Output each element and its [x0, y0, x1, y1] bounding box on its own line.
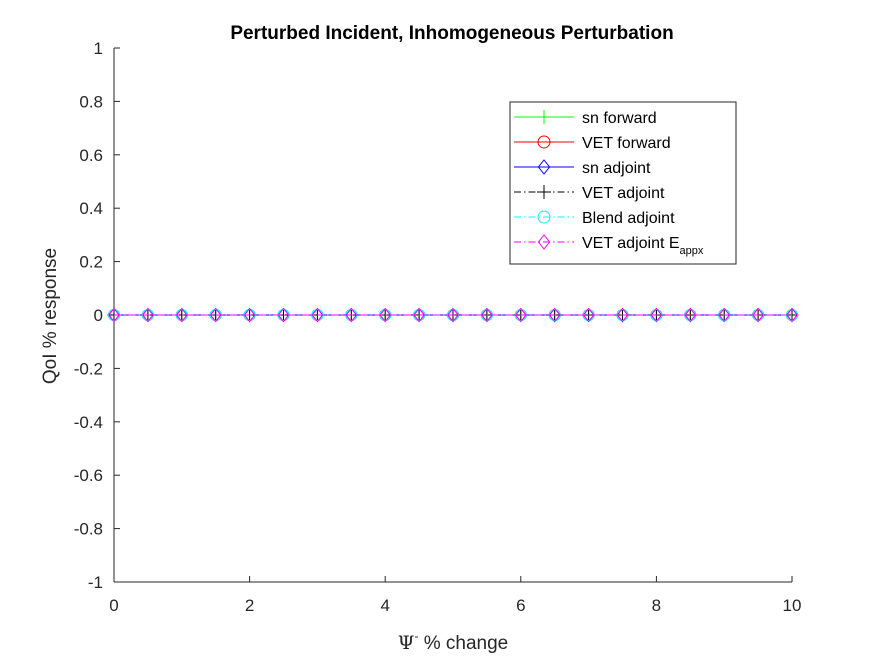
series-layer — [107, 307, 799, 323]
data-point — [548, 307, 561, 323]
legend-entry: sn adjoint — [514, 159, 651, 177]
data-point — [684, 307, 697, 323]
legend-label-subscript: appx — [680, 245, 704, 257]
data-point — [786, 307, 798, 323]
x-axis-ticks: 0 2 4 6 8 10 — [109, 576, 801, 615]
x-axis-label: Ψ- % change — [398, 629, 508, 654]
legend-marker — [537, 135, 551, 149]
data-point — [413, 307, 425, 323]
y-tick-label: -0.6 — [74, 466, 103, 485]
data-point — [209, 307, 222, 323]
legend-box — [509, 101, 737, 265]
data-point — [108, 307, 120, 323]
y-tick-label: 1 — [94, 39, 103, 58]
y-tick-label: 0.4 — [79, 199, 103, 218]
x-axis-label-superscript: - — [414, 629, 418, 643]
x-tick-label: 4 — [380, 596, 389, 615]
data-point — [514, 307, 527, 323]
legend-label-main: VET forward — [582, 135, 671, 152]
legend: sn forward VET forward sn adjoint VET adjoi… — [509, 101, 737, 265]
data-point — [311, 307, 324, 323]
legend-label: sn forward — [582, 110, 657, 127]
legend-label-main: VET adjoint — [582, 185, 665, 202]
y-axis-label: QoI % response — [40, 248, 61, 384]
y-tick-label: -0.8 — [74, 520, 103, 539]
legend-entry: Blend adjoint — [514, 210, 675, 227]
legend-marker — [537, 210, 551, 224]
legend-label-main: sn adjoint — [582, 160, 651, 177]
data-point — [277, 307, 290, 323]
y-tick-label: 0 — [94, 306, 103, 325]
data-point — [752, 307, 764, 323]
y-tick-label: -1 — [88, 573, 103, 592]
legend-label: sn adjoint — [582, 160, 651, 177]
legend-marker — [537, 185, 551, 199]
data-point — [650, 307, 663, 323]
legend-entry: VET adjoint Eappx — [514, 234, 704, 257]
legend-label: VET adjoint — [582, 185, 665, 202]
data-point — [718, 307, 731, 323]
y-tick-label: 0.8 — [79, 92, 103, 111]
legend-label: VET adjoint Eappx — [582, 235, 704, 257]
data-point — [175, 307, 188, 323]
y-tick-label: 0.2 — [79, 253, 103, 272]
x-tick-label: 8 — [652, 596, 661, 615]
x-axis-label-symbol: Ψ — [398, 632, 415, 654]
data-point — [447, 307, 459, 323]
y-tick-label: -0.2 — [74, 359, 103, 378]
data-point — [616, 307, 629, 323]
x-tick-label: 6 — [516, 596, 525, 615]
data-point — [582, 307, 595, 323]
legend-label: VET forward — [582, 135, 671, 152]
data-point — [481, 307, 493, 323]
legend-entry: sn forward — [514, 110, 657, 127]
legend-entry: VET forward — [514, 135, 671, 152]
y-tick-label: -0.4 — [74, 413, 103, 432]
series-6 — [108, 307, 798, 323]
legend-label-main: sn forward — [582, 110, 657, 127]
x-axis-label-text: % change — [418, 633, 508, 654]
legend-marker — [537, 159, 551, 175]
data-point — [142, 307, 154, 323]
legend-label-main: VET adjoint E — [582, 235, 680, 252]
x-tick-label: 0 — [109, 596, 118, 615]
x-tick-label: 2 — [245, 596, 254, 615]
data-point — [345, 307, 358, 323]
chart-title: Perturbed Incident, Inhomogeneous Pertur… — [230, 23, 673, 44]
y-tick-label: 0.6 — [79, 146, 103, 165]
legend-marker — [537, 110, 551, 124]
legend-label-main: Blend adjoint — [582, 210, 675, 227]
legend-label: Blend adjoint — [582, 210, 675, 227]
legend-marker — [537, 234, 551, 250]
data-point — [379, 307, 392, 323]
legend-entry: VET adjoint — [514, 185, 665, 202]
x-tick-label: 10 — [783, 596, 802, 615]
y-axis-ticks: -1 -0.8 -0.6 -0.4 -0.2 0 0.2 0.4 0.6 0.8 1 — [74, 39, 120, 592]
data-point — [243, 307, 256, 323]
